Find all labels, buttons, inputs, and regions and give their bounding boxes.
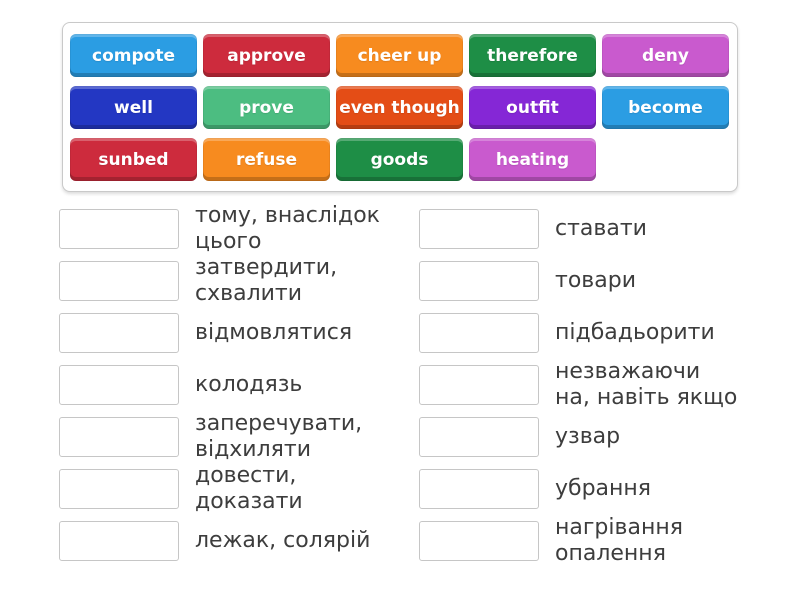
answer-slot[interactable]: [59, 469, 179, 509]
word-chip[interactable]: compote: [70, 34, 197, 77]
answer-slot[interactable]: [419, 209, 539, 249]
word-chip[interactable]: goods: [336, 138, 463, 181]
word-chip[interactable]: even though: [336, 86, 463, 129]
word-chip[interactable]: approve: [203, 34, 330, 77]
match-row: відмовлятися: [59, 307, 411, 359]
chip-label: heating: [495, 149, 570, 170]
chip-label: outfit: [506, 97, 559, 118]
word-chip[interactable]: refuse: [203, 138, 330, 181]
answer-slot[interactable]: [419, 313, 539, 353]
match-row: лежак, солярій: [59, 515, 411, 567]
answer-slot[interactable]: [419, 521, 539, 561]
chip-label: approve: [227, 45, 306, 66]
word-chip[interactable]: well: [70, 86, 197, 129]
chip-label: deny: [642, 45, 689, 66]
match-row: товари: [419, 255, 769, 307]
word-chip[interactable]: become: [602, 86, 729, 129]
chip-label: therefore: [487, 45, 578, 66]
chip-label: prove: [239, 97, 294, 118]
chip-label: compote: [92, 45, 175, 66]
definition-text: ставати: [555, 216, 647, 241]
chip-label: refuse: [235, 149, 298, 170]
definition-text: тому, внаслідок цього: [195, 203, 380, 254]
word-chip[interactable]: sunbed: [70, 138, 197, 181]
definition-text: довести, доказати: [195, 463, 303, 514]
definition-text: лежак, солярій: [195, 528, 371, 553]
match-row: тому, внаслідок цього: [59, 203, 411, 255]
match-row: ставати: [419, 203, 769, 255]
answer-slot[interactable]: [419, 417, 539, 457]
match-column-left: тому, внаслідок цього затвердити, схвали…: [59, 203, 411, 567]
answer-slot[interactable]: [59, 521, 179, 561]
word-chip[interactable]: heating: [469, 138, 596, 181]
definition-text: колодязь: [195, 372, 303, 397]
match-row: убрання: [419, 463, 769, 515]
definition-text: товари: [555, 268, 636, 293]
definition-text: узвар: [555, 424, 621, 449]
answer-slot[interactable]: [419, 469, 539, 509]
word-chip[interactable]: outfit: [469, 86, 596, 129]
chip-label: well: [114, 97, 153, 118]
chip-label: become: [628, 97, 703, 118]
word-chip[interactable]: therefore: [469, 34, 596, 77]
chip-row-2: well prove even though outfit become: [70, 86, 730, 129]
chip-label: sunbed: [98, 149, 169, 170]
answer-slot[interactable]: [59, 365, 179, 405]
match-row: незважаючи на, навіть якщо: [419, 359, 769, 411]
match-row: заперечувати, відхиляти: [59, 411, 411, 463]
answer-slot[interactable]: [419, 261, 539, 301]
chip-row-1: compote approve cheer up therefore deny: [70, 34, 730, 77]
definition-text: убрання: [555, 476, 652, 501]
match-row: затвердити, схвалити: [59, 255, 411, 307]
chip-label: cheer up: [357, 45, 442, 66]
answer-slot[interactable]: [59, 417, 179, 457]
match-row: узвар: [419, 411, 769, 463]
word-chip[interactable]: cheer up: [336, 34, 463, 77]
match-row: колодязь: [59, 359, 411, 411]
word-tray: compote approve cheer up therefore deny …: [62, 22, 738, 192]
match-row: нагрівання опалення: [419, 515, 769, 567]
chip-label: goods: [370, 149, 429, 170]
chip-label: even though: [339, 97, 460, 118]
definition-text: заперечувати, відхиляти: [195, 411, 363, 462]
definition-text: відмовлятися: [195, 320, 353, 345]
word-chip[interactable]: prove: [203, 86, 330, 129]
definition-text: затвердити, схвалити: [195, 255, 338, 306]
definition-text: нагрівання опалення: [555, 515, 683, 566]
definition-text: незважаючи на, навіть якщо: [555, 359, 738, 410]
definition-text: підбадьорити: [555, 320, 715, 345]
match-row: підбадьорити: [419, 307, 769, 359]
chip-row-3: sunbed refuse goods heating: [70, 138, 730, 181]
answer-slot[interactable]: [59, 261, 179, 301]
match-column-right: ставати товари підбадьорити незважаючи н…: [419, 203, 769, 567]
answer-slot[interactable]: [59, 209, 179, 249]
match-row: довести, доказати: [59, 463, 411, 515]
answer-slot[interactable]: [419, 365, 539, 405]
answer-slot[interactable]: [59, 313, 179, 353]
word-chip[interactable]: deny: [602, 34, 729, 77]
